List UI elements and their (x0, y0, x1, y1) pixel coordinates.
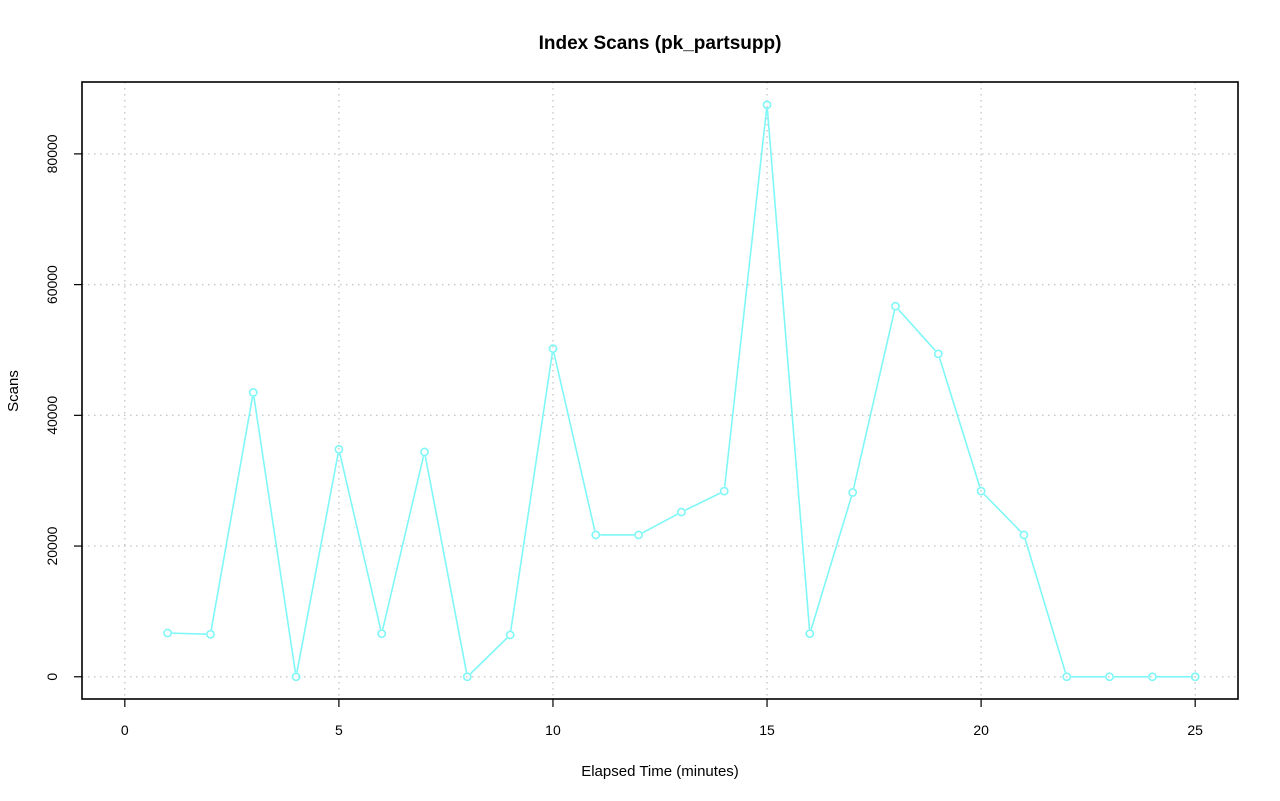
x-axis-label: Elapsed Time (minutes) (581, 763, 739, 780)
data-point (976, 486, 986, 496)
series-segment (685, 492, 721, 511)
x-tick-label: 10 (545, 722, 561, 738)
series-segment (424, 456, 468, 673)
x-tick-label: 15 (759, 722, 775, 738)
data-point (1105, 672, 1114, 682)
data-point (891, 301, 900, 311)
series-segment (723, 109, 768, 487)
series-segment (553, 352, 596, 531)
y-tick-label: 0 (44, 673, 60, 681)
data-point (462, 672, 472, 682)
y-tick-label: 40000 (44, 396, 60, 435)
series-segment (510, 353, 554, 631)
data-point (634, 530, 643, 540)
data-point (206, 629, 215, 639)
x-tick-label: 25 (1187, 722, 1203, 738)
data-point (1147, 672, 1157, 682)
y-axis: 0 20000 40000 60000 80000 (44, 134, 82, 681)
data-point (248, 388, 258, 397)
data-point (677, 507, 686, 517)
chart-title: Index Scans (pk_partsupp) (539, 33, 782, 54)
data-point (163, 628, 173, 638)
y-tick-label: 20000 (44, 526, 60, 565)
data-point (1019, 530, 1029, 540)
series-segment (469, 637, 508, 675)
data-point (548, 344, 558, 354)
data-point (1062, 672, 1072, 682)
data-point (933, 349, 943, 359)
data-point (1190, 672, 1200, 682)
series-segment (766, 109, 811, 630)
series-segment (852, 310, 896, 489)
series-layer (163, 100, 1200, 682)
data-point (377, 629, 387, 639)
series-segment (642, 513, 678, 534)
series-segment (210, 396, 254, 631)
x-tick-label: 20 (973, 722, 989, 738)
plot-frame (81, 81, 1239, 700)
series-segment (983, 493, 1022, 533)
series-segment (172, 632, 206, 635)
y-tick-label: 60000 (44, 265, 60, 304)
data-point (420, 447, 429, 457)
series-segment (1024, 539, 1067, 673)
x-tick-label: 5 (335, 722, 343, 738)
data-point (505, 630, 515, 640)
data-point (291, 672, 301, 682)
data-point (591, 530, 601, 540)
x-tick-label: 0 (121, 722, 129, 738)
data-point (719, 486, 729, 496)
series-segment (296, 453, 339, 673)
series-segment (339, 453, 382, 630)
y-axis-label: Scans (5, 370, 22, 412)
series-segment (381, 456, 425, 630)
data-point (805, 629, 815, 639)
x-axis: 0 5 10 15 20 25 (121, 699, 1203, 738)
data-point (848, 488, 858, 497)
series-segment (938, 357, 981, 488)
data-point (334, 444, 344, 454)
data-point (762, 100, 772, 110)
series-segment (810, 496, 853, 630)
y-tick-label: 80000 (44, 134, 60, 173)
series-segment (253, 396, 297, 673)
grid-lines (82, 82, 1238, 699)
series-segment (897, 309, 936, 352)
